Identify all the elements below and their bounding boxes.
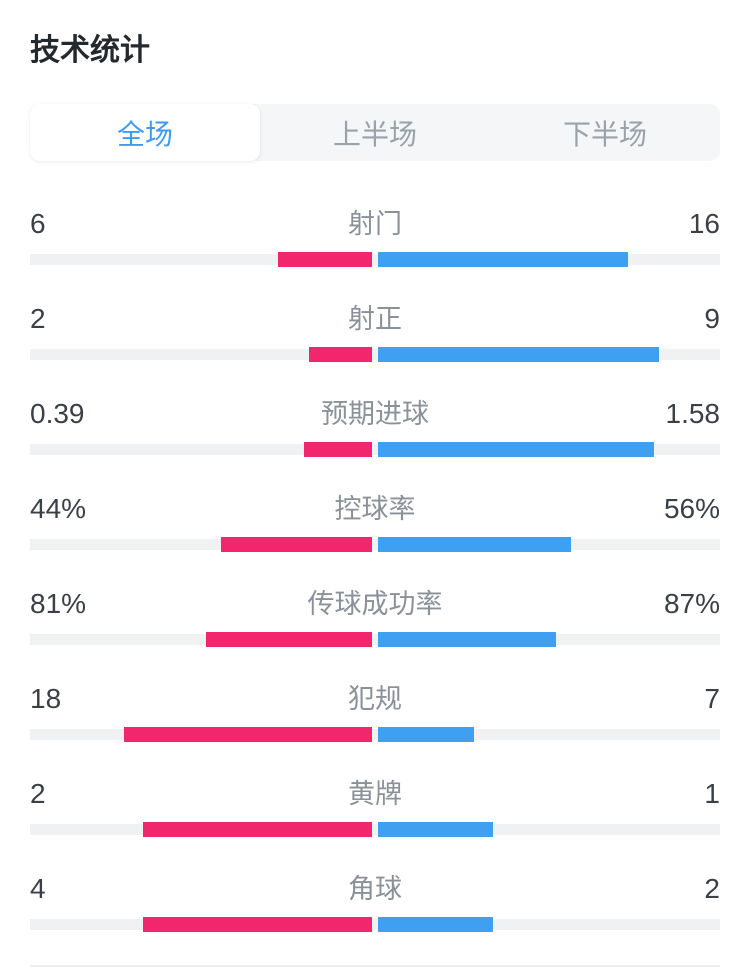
stat-header-pass-success: 81% 传球成功率 87%: [30, 586, 720, 622]
home-bar: [304, 442, 372, 457]
away-bar: [378, 822, 493, 837]
stat-label: 射门: [348, 209, 402, 239]
stat-bar-track: [30, 917, 720, 932]
away-bar: [378, 252, 628, 267]
stat-bar-track: [30, 632, 720, 647]
stat-row-shots: 6 射门 16: [30, 206, 720, 301]
home-value: 4: [30, 873, 46, 904]
bottom-divider: [30, 965, 720, 967]
tab-first-half[interactable]: 上半场: [332, 118, 417, 150]
stat-row-pass-success: 81% 传球成功率 87%: [30, 586, 720, 681]
stat-bar-track: [30, 727, 720, 742]
home-bar: [221, 537, 372, 552]
stat-label: 黄牌: [348, 779, 402, 809]
stat-row-corners: 4 角球 2: [30, 871, 720, 966]
stat-row-expected-goals: 0.39 预期进球 1.58: [30, 396, 720, 491]
away-bar: [378, 442, 654, 457]
stat-bar-track: [30, 537, 720, 552]
home-bar: [143, 822, 372, 837]
stat-header-expected-goals: 0.39 预期进球 1.58: [30, 396, 720, 432]
stat-header-yellow-cards: 2 黄牌 1: [30, 776, 720, 812]
away-bar: [378, 537, 571, 552]
home-value: 18: [30, 683, 62, 714]
away-value: 87%: [663, 588, 720, 619]
home-value: 2: [30, 303, 46, 334]
home-bar: [124, 727, 372, 742]
stat-row-fouls: 18 犯规 7: [30, 681, 720, 776]
stat-label: 传球成功率: [307, 589, 443, 619]
stat-label: 射正: [348, 304, 402, 334]
home-bar: [143, 917, 372, 932]
page-title: 技术统计: [30, 34, 150, 67]
stat-row-shots-on-target: 2 射正 9: [30, 301, 720, 396]
tab-full-match[interactable]: 全场: [30, 104, 260, 161]
stat-row-yellow-cards: 2 黄牌 1: [30, 776, 720, 871]
home-bar: [309, 347, 372, 362]
home-value: 81%: [30, 588, 87, 619]
stat-bar-track: [30, 347, 720, 362]
away-value: 9: [704, 303, 720, 334]
away-bar: [378, 727, 474, 742]
home-value: 0.39: [30, 398, 85, 429]
away-bar: [378, 632, 556, 647]
home-value: 44%: [30, 493, 87, 524]
stat-label: 预期进球: [321, 399, 429, 429]
home-bar: [206, 632, 372, 647]
stats-rows: 6 射门 16 2 射正 9 0.39 预期进球 1.58 44% 控球率 56% 81% 传球成功率 87…: [30, 206, 720, 966]
stat-bar-track: [30, 252, 720, 267]
stat-bar-track: [30, 442, 720, 457]
home-bar: [278, 252, 372, 267]
away-value: 1.58: [665, 398, 721, 429]
away-value: 16: [688, 208, 720, 239]
stat-label: 角球: [348, 874, 402, 904]
stat-label: 犯规: [348, 684, 402, 714]
period-tabs: 全场 上半场 下半场: [30, 104, 720, 161]
away-bar: [378, 917, 493, 932]
stat-header-corners: 4 角球 2: [30, 871, 720, 907]
away-value: 1: [704, 778, 720, 809]
stat-bar-track: [30, 822, 720, 837]
tab-second-half[interactable]: 下半场: [562, 118, 647, 150]
stat-label: 控球率: [334, 494, 416, 524]
away-bar: [378, 347, 659, 362]
stat-row-possession: 44% 控球率 56%: [30, 491, 720, 586]
away-value: 56%: [663, 493, 720, 524]
stat-header-shots: 6 射门 16: [30, 206, 720, 242]
stat-header-shots-on-target: 2 射正 9: [30, 301, 720, 337]
away-value: 7: [704, 683, 720, 714]
stat-header-fouls: 18 犯规 7: [30, 681, 720, 717]
away-value: 2: [704, 873, 720, 904]
home-value: 2: [30, 778, 46, 809]
home-value: 6: [30, 208, 46, 239]
stat-header-possession: 44% 控球率 56%: [30, 491, 720, 527]
